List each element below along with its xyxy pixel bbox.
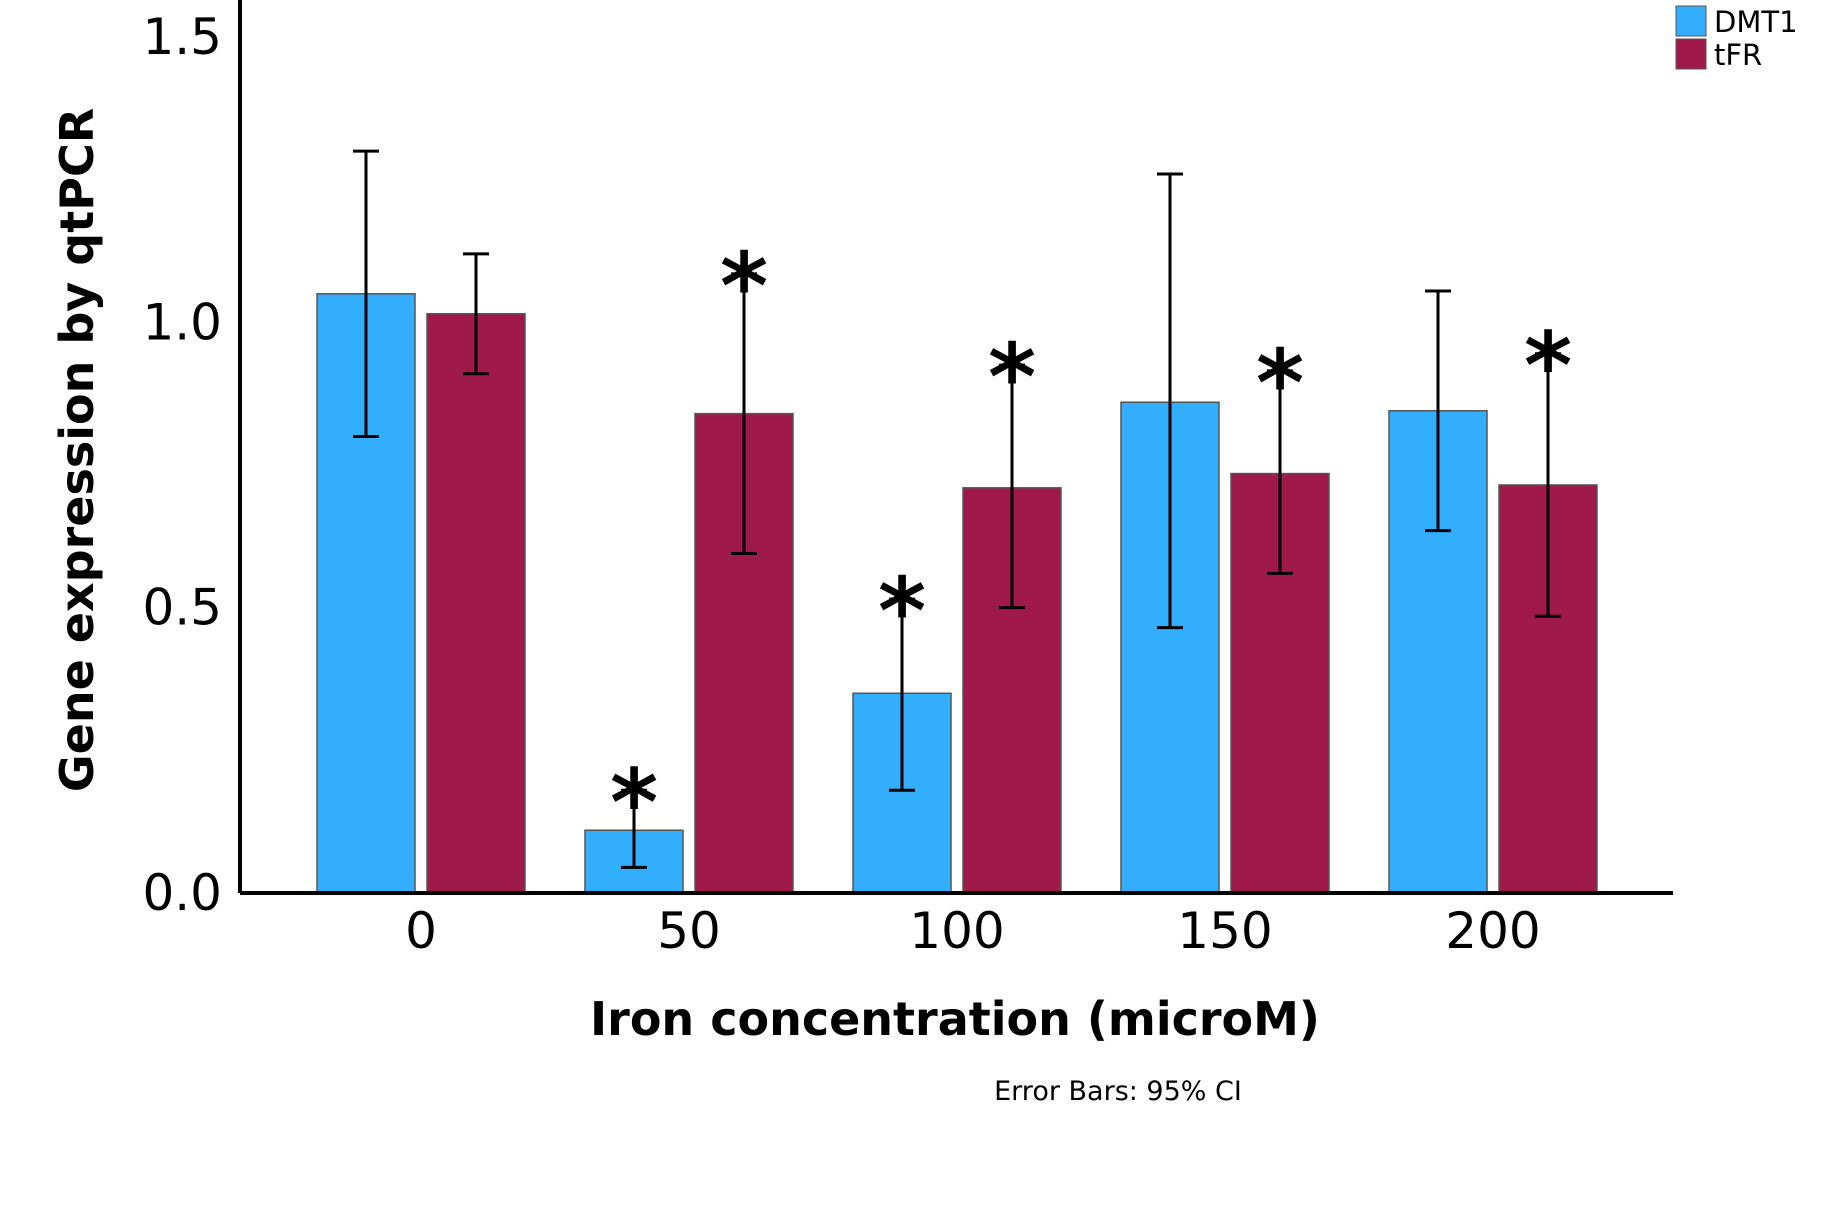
error-bar-dmt1-200 xyxy=(1425,289,1451,533)
significance-marker-tfr-200: * xyxy=(1524,313,1572,420)
significance-markers-layer: * * * * * * xyxy=(610,233,1572,856)
y-tick-labels: 0.0 0.5 1.0 1.5 xyxy=(142,8,222,922)
error-bar-tfr-100 xyxy=(999,363,1025,610)
error-bar-tfr-200 xyxy=(1535,352,1561,618)
axes-layer xyxy=(238,0,1673,895)
x-axis-title: Iron concentration (microM) xyxy=(590,992,1320,1046)
x-tick-label: 50 xyxy=(657,902,721,960)
error-bar-dmt1-100 xyxy=(889,597,915,792)
x-tick-label: 100 xyxy=(909,902,1004,960)
error-bars-note: Error Bars: 95% CI xyxy=(994,1076,1242,1107)
error-bar-dmt1-150 xyxy=(1157,172,1183,630)
x-tick-label: 0 xyxy=(405,902,437,960)
y-axis-title: Gene expression by qtPCR xyxy=(50,108,104,792)
y-tick-label: 1.5 xyxy=(142,8,222,66)
significance-marker-tfr-100: * xyxy=(988,324,1036,431)
error-bars-layer xyxy=(353,149,1561,869)
significance-marker-tfr-150: * xyxy=(1256,330,1304,437)
legend-swatch-tfr xyxy=(1675,38,1707,70)
y-tick-label: 0.0 xyxy=(142,864,222,922)
error-bar-dmt1-50 xyxy=(621,788,647,869)
legend-label-tfr: tFR xyxy=(1714,38,1762,72)
error-bar-tfr-150 xyxy=(1267,369,1293,575)
y-tick-label: 1.0 xyxy=(142,293,222,351)
error-bar-tfr-50 xyxy=(731,272,757,555)
x-tick-labels: 0 50 100 150 200 xyxy=(405,902,1541,960)
significance-marker-dmt1-50: * xyxy=(610,749,658,856)
y-tick-label: 0.5 xyxy=(142,579,222,637)
error-bar-tfr-0 xyxy=(463,252,489,376)
x-tick-label: 200 xyxy=(1445,902,1540,960)
bar-tfr-0 xyxy=(426,313,526,894)
significance-marker-dmt1-100: * xyxy=(878,558,926,665)
legend-swatch-dmt1 xyxy=(1675,5,1707,37)
error-bar-dmt1-0 xyxy=(353,149,379,438)
x-tick-label: 150 xyxy=(1177,902,1272,960)
significance-marker-tfr-50: * xyxy=(720,233,768,340)
legend-label-dmt1: DMT1 xyxy=(1714,5,1798,39)
bars-layer xyxy=(316,293,1598,894)
